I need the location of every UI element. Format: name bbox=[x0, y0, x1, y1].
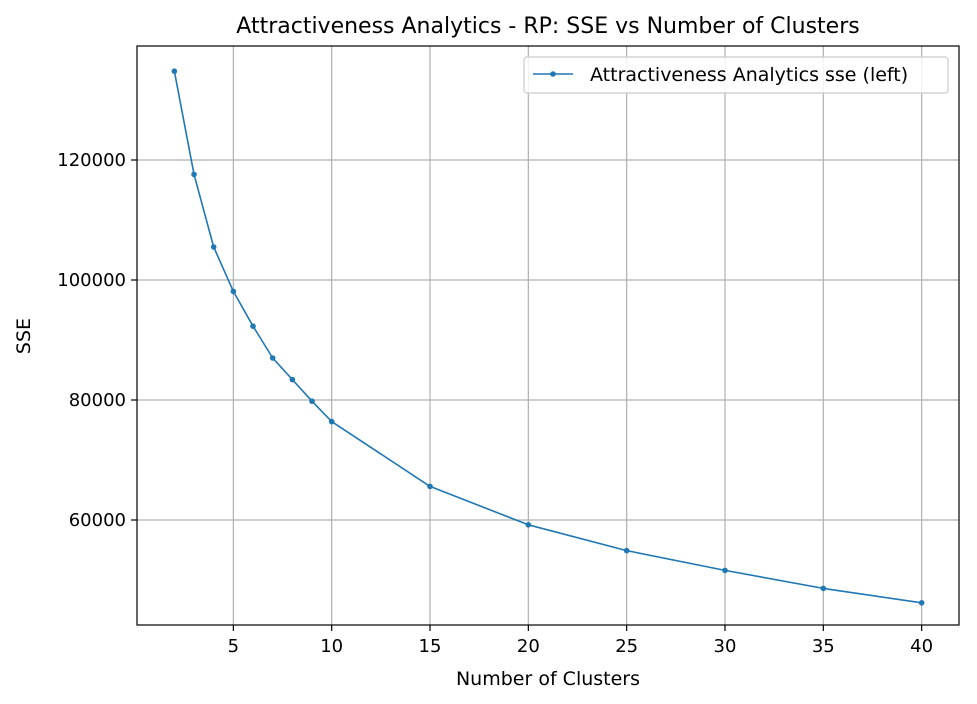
data-point bbox=[250, 323, 256, 330]
y-axis-label: SSE bbox=[13, 318, 35, 354]
data-point bbox=[171, 68, 178, 74]
legend: Attractiveness Analytics sse (left) bbox=[523, 56, 949, 94]
data-point bbox=[525, 522, 532, 528]
x-tick-label: 15 bbox=[419, 636, 442, 657]
series-layer bbox=[171, 68, 925, 606]
y-tick-label: 100000 bbox=[57, 270, 126, 291]
x-tick-label: 35 bbox=[812, 636, 835, 657]
series-line bbox=[173, 71, 922, 604]
data-point bbox=[918, 600, 925, 606]
data-point bbox=[722, 567, 728, 574]
legend-box bbox=[523, 56, 949, 94]
chart-title: Attractiveness Analytics - RP: SSE vs Nu… bbox=[236, 14, 859, 39]
x-axis-label: Number of Clusters bbox=[456, 668, 640, 690]
data-point bbox=[328, 418, 335, 425]
data-point bbox=[427, 483, 433, 490]
legend-series-label: Attractiveness Analytics sse (left) bbox=[590, 64, 908, 86]
plot-area-frame bbox=[136, 45, 960, 626]
data-point bbox=[289, 376, 296, 383]
legend-series-marker bbox=[550, 71, 556, 77]
x-tick-label: 10 bbox=[320, 636, 343, 657]
data-point bbox=[309, 398, 315, 405]
data-point bbox=[191, 171, 197, 178]
y-tick-label: 120000 bbox=[57, 150, 126, 171]
grid-layer bbox=[137, 46, 959, 625]
x-tick-label: 40 bbox=[910, 636, 933, 657]
data-point bbox=[269, 355, 276, 361]
y-tick-label: 80000 bbox=[69, 390, 126, 411]
data-point bbox=[230, 288, 237, 295]
x-tick-label: 5 bbox=[228, 636, 239, 657]
ticks-layer: 5 10 15 20 25 30 35 40 60000 80000 100000 120000 bbox=[57, 150, 933, 657]
data-point bbox=[623, 547, 630, 554]
x-tick-label: 25 bbox=[615, 636, 638, 657]
data-point bbox=[820, 585, 827, 592]
x-tick-label: 30 bbox=[714, 636, 737, 657]
y-tick-label: 60000 bbox=[69, 510, 126, 531]
data-point bbox=[210, 244, 217, 250]
x-tick-label: 20 bbox=[517, 636, 540, 657]
